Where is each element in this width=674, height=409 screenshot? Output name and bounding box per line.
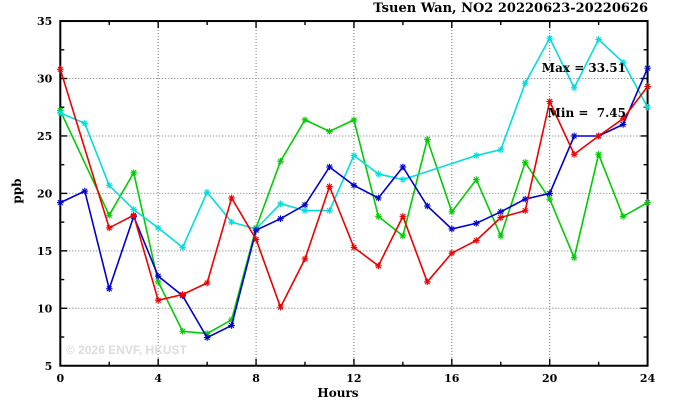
svg-text:0: 0 xyxy=(56,372,64,385)
svg-text:30: 30 xyxy=(37,73,53,86)
x-axis-label: Hours xyxy=(317,386,359,400)
series-red xyxy=(57,66,651,311)
svg-text:25: 25 xyxy=(37,130,52,143)
series-cyan xyxy=(57,34,651,251)
max-annotation: Max = 33.51 xyxy=(541,61,626,75)
series-cyan-markers xyxy=(57,34,651,251)
series-green xyxy=(57,107,651,337)
svg-text:5: 5 xyxy=(45,360,53,373)
max-min-annotation: Max = 33.51 Min = 7.45 xyxy=(542,31,626,151)
svg-text:35: 35 xyxy=(37,15,52,28)
svg-text:12: 12 xyxy=(346,372,361,385)
watermark: © 2026 ENVF, HKUST xyxy=(66,343,187,357)
chart-title: Tsuen Wan, NO2 20220623-20220626 xyxy=(373,1,648,16)
series-red-markers xyxy=(57,66,651,311)
series-green-markers xyxy=(57,107,651,337)
min-annotation: Min = 7.45 xyxy=(547,106,626,120)
y-axis-label: ppb xyxy=(10,178,24,204)
svg-text:4: 4 xyxy=(154,372,162,385)
tick-labels: 0 4 8 12 16 20 24 5 10 15 20 25 30 35 xyxy=(37,15,656,385)
svg-text:20: 20 xyxy=(542,372,558,385)
svg-text:16: 16 xyxy=(444,372,460,385)
svg-text:15: 15 xyxy=(37,245,52,258)
axis-ticks xyxy=(59,20,649,367)
svg-text:8: 8 xyxy=(252,372,260,385)
svg-text:10: 10 xyxy=(37,302,53,315)
svg-text:20: 20 xyxy=(37,187,53,200)
svg-text:24: 24 xyxy=(640,372,656,385)
